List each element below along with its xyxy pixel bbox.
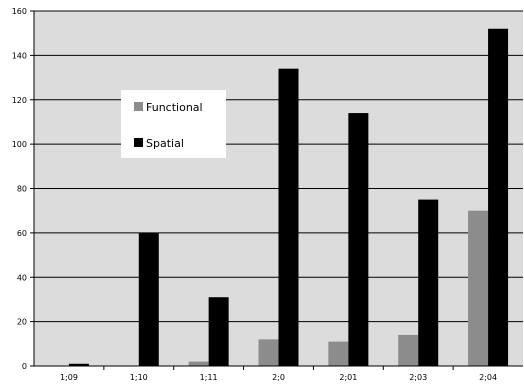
tick-labels: 0 20 40 60 80 100 120 140 160 1;09 1;10 1;11 2;0 2;01… (12, 7, 497, 382)
bar-spatial-1;10 (138, 232, 159, 366)
x-tick-label: 1;11 (200, 373, 218, 382)
x-tick-label: 2;03 (409, 373, 427, 382)
y-tick-label: 100 (12, 140, 27, 149)
y-tick-label: 120 (12, 96, 27, 105)
x-tick-label: 1;09 (60, 373, 78, 382)
bar-spatial-1;09 (68, 363, 89, 366)
y-tick-label: 160 (12, 7, 27, 16)
y-tick-label: 60 (17, 229, 27, 238)
bar-functional-2;03 (398, 334, 419, 366)
bar-spatial-1;11 (208, 297, 229, 366)
bar-spatial-2;01 (348, 113, 369, 366)
bar-functional-2;04 (468, 210, 489, 366)
y-tick-label: 20 (17, 318, 27, 327)
axes (30, 10, 523, 370)
bar-spatial-2;03 (418, 199, 439, 366)
bar-spatial-2;0 (278, 68, 299, 366)
y-tick-label: 80 (17, 185, 27, 194)
legend-swatch-functional (134, 102, 143, 111)
bar-functional-2;0 (258, 339, 279, 366)
bars (68, 28, 509, 366)
x-tick-label: 2;01 (339, 373, 357, 382)
bar-spatial-2;04 (488, 28, 509, 366)
y-tick-label: 40 (17, 273, 27, 282)
y-tick-label: 140 (12, 51, 27, 60)
y-tick-label: 0 (22, 362, 27, 371)
x-tick-label: 2;04 (479, 373, 497, 382)
bar-functional-1;11 (188, 361, 209, 366)
legend-swatch-spatial (134, 138, 143, 147)
x-tick-label: 1;10 (130, 373, 148, 382)
legend-label-functional: Functional (146, 101, 203, 114)
bar-functional-2;01 (328, 341, 349, 366)
legend: Functional Spatial (121, 90, 226, 158)
x-tick-label: 2;0 (272, 373, 285, 382)
legend-label-spatial: Spatial (146, 137, 184, 150)
